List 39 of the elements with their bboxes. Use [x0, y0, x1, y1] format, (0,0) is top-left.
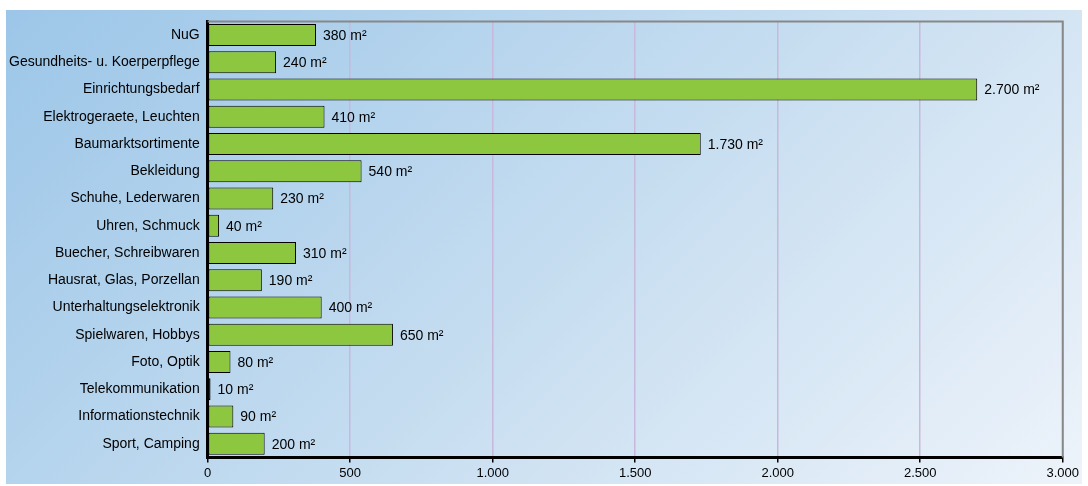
data-label: 80 m²	[237, 353, 274, 370]
y-tick-label: NuG	[170, 25, 200, 42]
y-tick-label: Buecher, Schreibwaren	[54, 243, 200, 260]
x-tick-label: 2.500	[903, 464, 937, 480]
data-label: 540 m²	[368, 163, 413, 180]
y-tick-label: Unterhaltungselektronik	[52, 298, 201, 315]
y-tick-label: Spielwaren, Hobbys	[75, 325, 200, 342]
x-tick-label: 1.500	[618, 464, 652, 480]
x-tick-label: 0	[204, 464, 212, 480]
data-label: 190 m²	[268, 272, 313, 289]
data-label: 400 m²	[328, 299, 373, 316]
y-tick-label: Telekommunikation	[79, 380, 200, 397]
y-tick-label: Schuhe, Lederwaren	[70, 189, 200, 206]
y-tick-label: Elektrogeraete, Leuchten	[43, 107, 200, 124]
data-label: 40 m²	[226, 217, 263, 234]
x-tick-label: 2.000	[761, 464, 794, 480]
y-tick-label: Foto, Optik	[131, 352, 201, 369]
data-label: 310 m²	[303, 244, 347, 261]
data-label: 240 m²	[283, 54, 327, 71]
y-tick-label: Sport, Camping	[102, 434, 200, 451]
y-tick-label: Baumarktsortimente	[74, 134, 200, 151]
data-label: 410 m²	[331, 108, 376, 125]
y-tick-label: Bekleidung	[130, 162, 200, 179]
data-label: 90 m²	[240, 408, 277, 425]
data-label: 200 m²	[271, 435, 316, 452]
y-tick-label: Uhren, Schmuck	[96, 216, 201, 233]
data-label: 2.700 m²	[984, 81, 1040, 98]
data-label: 230 m²	[280, 190, 325, 207]
x-tick-label: 3.000	[1046, 464, 1080, 480]
y-tick-label: Gesundheits- u. Koerperpflege	[8, 53, 200, 70]
data-label: 1.730 m²	[707, 135, 764, 152]
data-label: 650 m²	[399, 326, 444, 343]
data-label: 10 m²	[217, 381, 254, 398]
data-label: 380 m²	[322, 26, 367, 43]
y-tick-label: Informationstechnik	[78, 407, 201, 424]
x-tick-label: 500	[339, 464, 362, 480]
y-tick-label: Hausrat, Glas, Porzellan	[47, 271, 200, 288]
y-tick-label: Einrichtungsbedarf	[82, 80, 200, 97]
x-tick-label: 1.000	[476, 464, 509, 480]
